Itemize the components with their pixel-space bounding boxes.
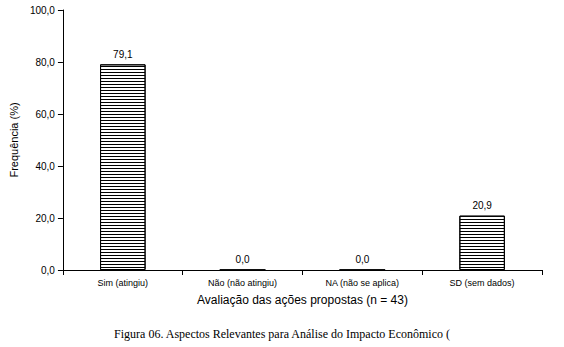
svg-text:100,0: 100,0 xyxy=(30,5,55,16)
svg-text:80,0: 80,0 xyxy=(35,57,55,68)
svg-text:0,0: 0,0 xyxy=(355,254,369,265)
svg-text:79,1: 79,1 xyxy=(113,49,133,60)
svg-text:NA (não se aplica): NA (não se aplica) xyxy=(326,278,400,288)
svg-text:Figura 06. Aspectos Relevantes: Figura 06. Aspectos Relevantes para Anál… xyxy=(114,327,450,341)
svg-text:0,0: 0,0 xyxy=(41,265,55,276)
svg-text:Avaliação das ações propostas: Avaliação das ações propostas (n = 43) xyxy=(197,293,408,307)
svg-text:20,9: 20,9 xyxy=(472,200,492,211)
svg-text:0,0: 0,0 xyxy=(236,254,250,265)
svg-text:Não (não atingiu): Não (não atingiu) xyxy=(208,278,277,288)
svg-text:Frequência (%): Frequência (%) xyxy=(8,102,20,177)
svg-text:40,0: 40,0 xyxy=(35,161,55,172)
svg-text:20,0: 20,0 xyxy=(35,213,55,224)
svg-text:SD (sem dados): SD (sem dados) xyxy=(450,278,515,288)
svg-text:60,0: 60,0 xyxy=(35,109,55,120)
svg-text:Sim (atingiu): Sim (atingiu) xyxy=(98,278,149,288)
